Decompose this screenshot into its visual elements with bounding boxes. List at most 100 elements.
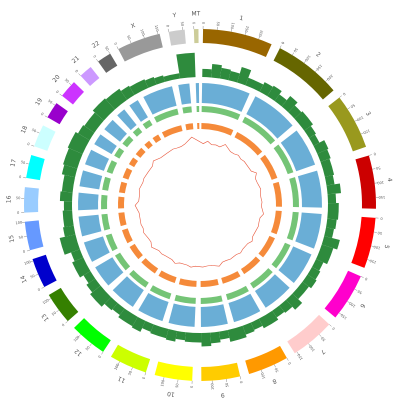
histogram-bar (242, 322, 255, 335)
tick-mark (367, 259, 371, 261)
tick-label: 50 (293, 47, 299, 53)
histogram-bar (86, 278, 101, 293)
tick-label: 50 (16, 196, 21, 200)
tick-mark (31, 144, 35, 147)
tick-label: 100 (230, 22, 235, 29)
chromosome (351, 216, 376, 268)
histogram-bar (77, 125, 95, 141)
histogram-bar (105, 88, 128, 110)
track-block (289, 177, 299, 208)
tick-label: 50 (225, 382, 230, 387)
chromosome (26, 154, 45, 181)
tick-mark (329, 324, 332, 327)
track-block (234, 131, 263, 156)
chromosome (23, 187, 39, 213)
track-block (174, 294, 196, 304)
track-block (196, 106, 200, 113)
chromosome (328, 97, 367, 152)
track-block (143, 86, 177, 115)
chromosome-label: X (130, 22, 136, 30)
tick-label: 100 (42, 298, 50, 305)
tick-label: 50 (357, 289, 363, 295)
tick-label: 0 (142, 376, 146, 379)
histogram-bar (294, 111, 313, 131)
histogram-bar (317, 149, 331, 162)
histogram-bar (165, 329, 178, 342)
tick-mark (89, 343, 92, 347)
tick-mark (108, 51, 111, 54)
histogram-bar (259, 82, 273, 97)
line-track (134, 136, 264, 268)
track-block (228, 293, 261, 323)
histogram-bar (286, 293, 303, 310)
track-block (144, 140, 153, 150)
histogram-bar (154, 75, 165, 85)
histogram-bar (316, 244, 334, 265)
tick-label: 150 (315, 64, 322, 72)
track-block (117, 109, 137, 131)
tick-label: 50 (64, 78, 70, 84)
histogram-bar (61, 174, 76, 193)
tick-mark (118, 361, 120, 365)
tick-mark (372, 168, 376, 170)
track-block (135, 147, 146, 158)
tick-mark (23, 236, 27, 238)
chromosome-label: 10 (166, 390, 175, 398)
histogram-bar (237, 66, 252, 86)
chromosome-label: 16 (5, 195, 12, 203)
histogram-bar (72, 257, 91, 278)
tick-label: 0 (201, 22, 205, 24)
chromosome (110, 344, 151, 373)
chromosome (118, 33, 163, 62)
tick-label: 50 (320, 336, 326, 342)
tick-mark (347, 301, 350, 304)
tick-mark (292, 52, 295, 56)
track-block (101, 194, 108, 210)
tick-label: 50 (47, 99, 53, 105)
histogram-bar (326, 183, 342, 195)
chromosome (355, 155, 376, 209)
track-block (79, 170, 103, 190)
histogram-bar (63, 225, 76, 237)
histogram-bar (267, 85, 282, 102)
track-block (118, 196, 125, 209)
chromosome (74, 318, 111, 352)
tick-label: 100 (114, 363, 121, 371)
chromosome-label: 9 (220, 391, 225, 398)
track-block (225, 285, 249, 301)
track-block (201, 106, 241, 121)
chromosome (287, 314, 330, 354)
tick-label: 150 (378, 195, 385, 199)
track-block (200, 278, 219, 287)
track-block (121, 228, 133, 244)
tick-label: 0 (332, 326, 336, 330)
tick-mark (239, 376, 242, 380)
track-block (129, 269, 149, 288)
tick-label: 50 (180, 21, 184, 26)
track-block (297, 170, 322, 208)
tick-label: 0 (61, 323, 65, 327)
track-block (158, 270, 177, 284)
track-block (152, 134, 162, 144)
tick-label: 0 (19, 175, 22, 179)
tick-label: 200 (326, 74, 334, 82)
tick-mark (231, 28, 233, 32)
tick-mark (274, 364, 276, 368)
tick-label: 50 (31, 128, 37, 133)
histogram-bar (84, 112, 104, 133)
chromosome-label: 15 (8, 234, 16, 243)
track-block (129, 243, 143, 260)
tick-label: 100 (139, 29, 145, 37)
histogram-bar (90, 285, 112, 307)
histogram-bar (112, 302, 125, 315)
tick-label: 150 (363, 128, 371, 134)
track-block (122, 167, 133, 180)
histogram-bar (321, 236, 340, 250)
tick-mark (52, 103, 56, 106)
track-block (154, 108, 179, 123)
track-block (141, 258, 159, 274)
tick-mark (25, 163, 29, 165)
tick-label: 100 (73, 335, 80, 343)
tick-mark (68, 82, 72, 86)
histogram-bar (63, 201, 73, 211)
